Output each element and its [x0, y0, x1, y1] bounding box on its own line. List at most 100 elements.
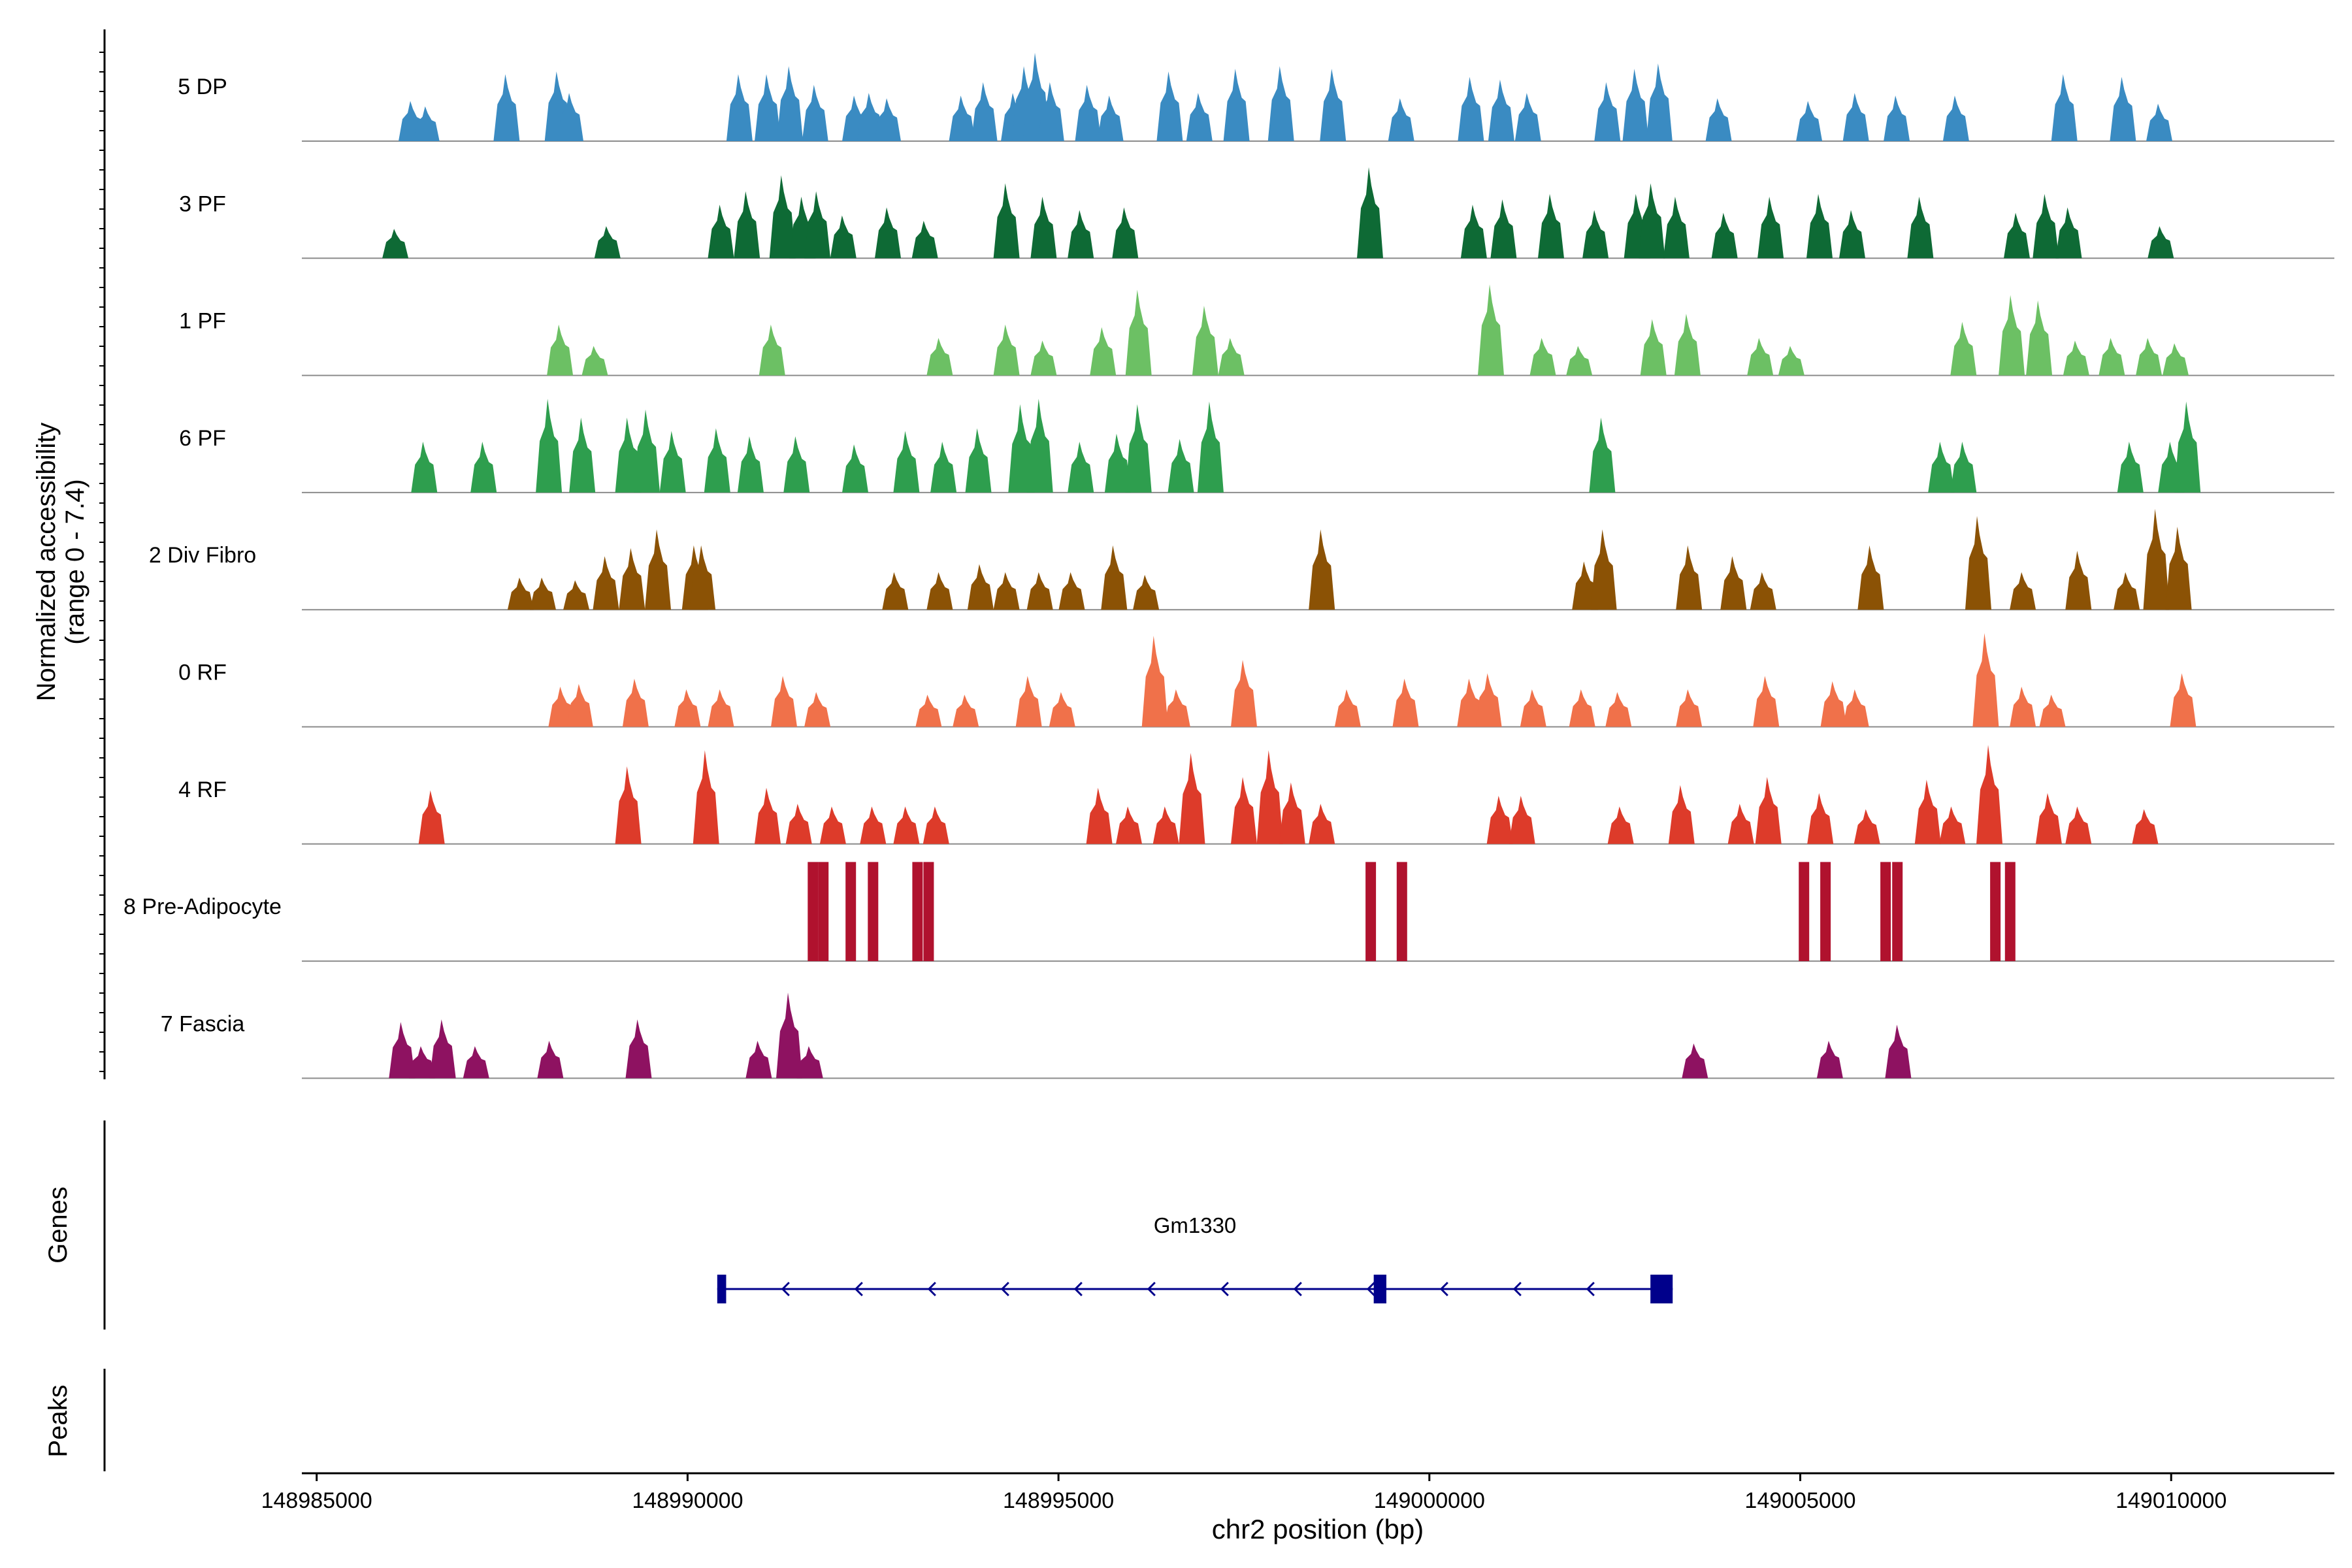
coverage-peak: [804, 692, 831, 727]
coverage-peak: [759, 324, 785, 376]
coverage-peak: [674, 689, 701, 727]
coverage-peak: [1104, 433, 1131, 493]
coverage-peak: [1999, 295, 2025, 376]
coverage-peak: [868, 862, 879, 962]
track-1-pf: 1 PF: [179, 284, 2334, 376]
track-label: 1 PF: [179, 309, 226, 334]
coverage-peak: [1460, 204, 1487, 259]
coverage-peak: [1640, 319, 1667, 376]
coverage-peak: [2035, 792, 2062, 844]
coverage-peak: [1727, 804, 1754, 844]
coverage-peak: [1049, 692, 1075, 727]
coverage-peak: [1068, 442, 1094, 493]
coverage-peak: [808, 862, 819, 962]
coverage-peak: [2065, 551, 2092, 610]
coverage-peak: [1720, 556, 1747, 610]
coverage-peak: [802, 84, 828, 141]
coverage-peak: [1478, 284, 1504, 376]
coverage-peak: [2051, 74, 2078, 141]
coverage-peak: [893, 431, 920, 493]
coverage-peak: [993, 183, 1020, 259]
coverage-peak: [1179, 753, 1205, 844]
coverage-peak: [993, 324, 1020, 376]
coverage-peak: [1682, 1043, 1708, 1079]
coverage-peak: [1939, 806, 1966, 844]
coverage-peak: [2010, 687, 2036, 727]
x-axis-title: chr2 position (bp): [1212, 1514, 1424, 1544]
coverage-peak: [1152, 806, 1179, 844]
coverage-peak: [1820, 862, 1831, 962]
coverage-peak: [659, 431, 686, 493]
coverage-peak: [1605, 692, 1632, 727]
track-2-div-fibro: 2 Div Fibro: [149, 508, 2334, 611]
coverage-peak: [1514, 93, 1541, 141]
genes-group: Gm1330: [717, 1213, 1673, 1303]
coverage-peak: [1197, 401, 1224, 493]
coverage-peak: [1026, 572, 1053, 610]
coverage-peak: [547, 324, 574, 376]
coverage-peak: [594, 226, 621, 259]
gene-exon: [1373, 1275, 1386, 1303]
coverage-peak: [1807, 792, 1834, 844]
coverage-peak: [971, 82, 998, 141]
track-8-pre-adipocyte: 8 Pre-Adipocyte: [123, 862, 2334, 962]
coverage-peak: [2132, 809, 2159, 844]
coverage-peak: [1309, 529, 1335, 610]
coverage-peak: [1572, 561, 1599, 610]
coverage-peak: [755, 787, 781, 844]
coverage-peak: [1942, 95, 1969, 141]
coverage-peak: [1842, 689, 1869, 727]
coverage-peak: [830, 215, 857, 259]
gene-strand-arrow: [854, 1281, 863, 1297]
coverage-peak: [2065, 806, 2092, 844]
gene-name-label: Gm1330: [1154, 1213, 1237, 1237]
coverage-peak: [1639, 183, 1665, 259]
coverage-peak: [615, 417, 642, 493]
coverage-peak: [926, 338, 953, 376]
coverage-peak: [1839, 210, 1865, 259]
gene-strand-arrow: [1220, 1281, 1229, 1297]
coverage-peak: [1590, 529, 1617, 610]
coverage-peak: [1388, 98, 1414, 141]
x-axis-ticks: 148985000 148990000 148995000 149000000 1490…: [261, 1473, 2227, 1513]
coverage-peak: [634, 409, 660, 493]
coverage-peak: [1778, 346, 1805, 376]
coverage-peak: [408, 1046, 435, 1079]
coverage-peak: [2163, 343, 2189, 376]
coverage-peak: [845, 862, 857, 962]
gene-strand-arrow: [1586, 1281, 1595, 1297]
coverage-peak: [1755, 777, 1782, 844]
coverage-peak: [557, 93, 583, 141]
coverage-peak: [2143, 508, 2170, 610]
track-6-pf: 6 PF: [179, 399, 2334, 493]
coverage-peak: [1309, 804, 1335, 844]
coverage-peak: [1589, 417, 1616, 493]
track-label: 4 RF: [178, 777, 227, 802]
coverage-peak: [734, 191, 760, 259]
track-label: 2 Div Fibro: [149, 543, 256, 568]
coverage-peak: [1816, 1041, 1843, 1079]
coverage-peak: [967, 564, 994, 610]
coverage-peak: [1392, 678, 1419, 727]
coverage-peak: [1806, 193, 1833, 259]
track-5-dp: 5 DP: [178, 52, 2334, 142]
coverage-peak: [1892, 862, 1903, 962]
coverage-peak: [1101, 545, 1128, 610]
coverage-peak: [1125, 289, 1152, 376]
coverage-peak: [911, 220, 938, 259]
x-tick-label: 149005000: [1744, 1488, 1855, 1513]
coverage-peak: [1950, 442, 1977, 493]
coverage-peak: [1907, 197, 1934, 259]
coverage-peak: [1008, 404, 1035, 493]
coverage-peak: [389, 1022, 416, 1079]
gene-strand-arrow: [1512, 1281, 1522, 1297]
coverage-peak: [1223, 69, 1250, 141]
coverage-peak: [1880, 862, 1891, 962]
coverage-peak: [1486, 796, 1513, 844]
coverage-peak: [1026, 399, 1053, 493]
coverage-peak: [726, 74, 753, 141]
coverage-peak: [693, 750, 719, 844]
coverage-peak: [1796, 101, 1823, 141]
coverage-peak: [2165, 527, 2192, 610]
coverage-peak: [1711, 212, 1738, 259]
